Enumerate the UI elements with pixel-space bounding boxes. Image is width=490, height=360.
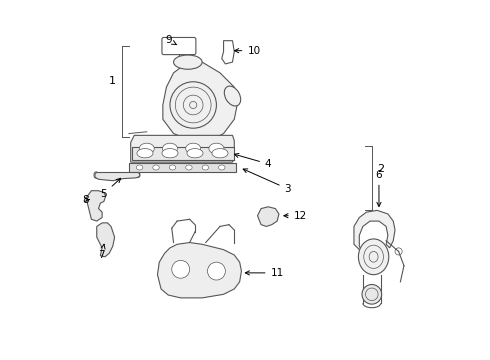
Text: 2: 2: [377, 164, 384, 174]
Ellipse shape: [162, 149, 178, 158]
Ellipse shape: [212, 148, 228, 158]
Ellipse shape: [186, 143, 201, 154]
Text: 6: 6: [376, 170, 382, 207]
Polygon shape: [131, 135, 234, 162]
Polygon shape: [95, 172, 140, 181]
Polygon shape: [163, 62, 238, 141]
Ellipse shape: [212, 149, 228, 158]
Ellipse shape: [207, 262, 225, 280]
FancyBboxPatch shape: [162, 37, 196, 55]
Text: 1: 1: [109, 76, 116, 86]
Ellipse shape: [187, 149, 203, 158]
Ellipse shape: [172, 260, 190, 278]
Ellipse shape: [202, 165, 209, 170]
Ellipse shape: [219, 165, 225, 170]
Ellipse shape: [137, 148, 153, 158]
Polygon shape: [97, 223, 115, 257]
Text: 4: 4: [234, 153, 271, 169]
Ellipse shape: [94, 172, 98, 178]
Ellipse shape: [186, 165, 192, 170]
Ellipse shape: [173, 55, 202, 69]
Text: 10: 10: [235, 46, 261, 56]
Polygon shape: [86, 191, 106, 221]
Bar: [129, 163, 236, 172]
Bar: [132, 147, 234, 159]
Text: 3: 3: [243, 169, 291, 194]
Ellipse shape: [137, 149, 153, 158]
Text: 12: 12: [284, 211, 307, 221]
Ellipse shape: [209, 143, 224, 154]
Ellipse shape: [153, 165, 159, 170]
Ellipse shape: [224, 86, 241, 106]
Ellipse shape: [169, 165, 176, 170]
Text: 5: 5: [100, 178, 121, 199]
Text: 11: 11: [245, 268, 284, 278]
Polygon shape: [354, 210, 395, 253]
Polygon shape: [222, 41, 234, 64]
Ellipse shape: [362, 284, 382, 304]
Ellipse shape: [136, 165, 143, 170]
Ellipse shape: [162, 148, 178, 158]
Text: 9: 9: [165, 35, 177, 45]
Ellipse shape: [163, 143, 177, 154]
Ellipse shape: [139, 143, 154, 154]
Text: 7: 7: [98, 244, 105, 260]
Ellipse shape: [358, 239, 389, 275]
Ellipse shape: [136, 172, 140, 178]
Ellipse shape: [187, 148, 203, 158]
Polygon shape: [258, 207, 279, 226]
Polygon shape: [157, 243, 242, 298]
Ellipse shape: [170, 82, 217, 128]
Text: 8: 8: [83, 195, 89, 204]
